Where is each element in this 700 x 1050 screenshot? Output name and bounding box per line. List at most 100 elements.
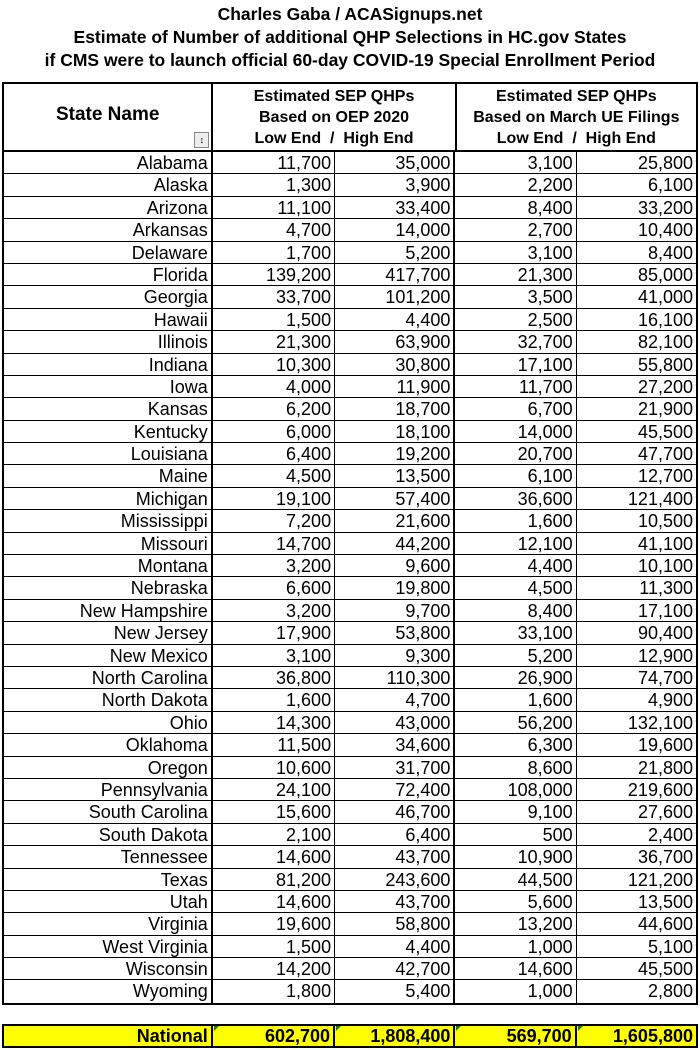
oep-high-cell[interactable]: 110,300: [335, 666, 456, 689]
ue-high-cell[interactable]: 121,400: [627, 488, 693, 509]
oep-high-cell[interactable]: 35,000: [335, 152, 456, 174]
oep-low-cell[interactable]: 14,700: [213, 532, 336, 555]
oep-low-cell[interactable]: 14,600: [213, 846, 336, 868]
state-name-cell[interactable]: Montana: [4, 555, 213, 577]
oep-low-cell[interactable]: 14,600: [213, 890, 336, 913]
oep-high-cell[interactable]: 14,000: [335, 219, 456, 241]
national-ue-high[interactable]: 1,605,800: [577, 1026, 696, 1046]
ue-low-cell[interactable]: 14,000: [455, 420, 577, 443]
ue-low-cell[interactable]: 8,600: [455, 756, 577, 778]
ue-low-cell[interactable]: 33,100: [455, 622, 577, 644]
oep-low-cell[interactable]: 6,600: [213, 577, 336, 599]
ue-high-cell[interactable]: 36,700: [637, 847, 693, 868]
oep-high-cell[interactable]: 9,600: [335, 555, 456, 577]
ue-high-cell[interactable]: 27,200: [637, 376, 693, 397]
ue-high-cell[interactable]: 82,100: [637, 332, 693, 353]
oep-high-cell[interactable]: 4,400: [335, 308, 456, 331]
ue-high-cell[interactable]: 21,800: [637, 757, 693, 778]
state-name-cell[interactable]: New Mexico: [4, 644, 213, 666]
ue-low-cell[interactable]: 1,000: [455, 980, 577, 1003]
ue-high-cell[interactable]: 11,300: [639, 578, 693, 599]
ue-high-cell[interactable]: 45,500: [637, 959, 693, 980]
state-name-cell[interactable]: Arizona: [4, 196, 213, 219]
oep-high-cell[interactable]: 4,400: [335, 935, 456, 958]
oep-low-cell[interactable]: 14,300: [213, 711, 336, 734]
oep-high-cell[interactable]: 11,900: [335, 375, 456, 398]
state-name-cell[interactable]: Utah: [4, 890, 213, 913]
oep-low-cell[interactable]: 19,100: [213, 487, 336, 510]
ue-low-cell[interactable]: 2,700: [455, 219, 577, 241]
state-name-cell[interactable]: Hawaii: [4, 308, 213, 331]
oep-high-cell[interactable]: 13,500: [335, 465, 456, 487]
oep-high-cell[interactable]: 33,400: [335, 196, 456, 219]
ue-high-cell[interactable]: 16,100: [637, 309, 693, 330]
ue-low-cell[interactable]: 6,100: [455, 465, 577, 487]
oep-low-cell[interactable]: 3,100: [213, 644, 336, 666]
ue-low-cell[interactable]: 6,300: [455, 734, 577, 756]
ue-high-cell[interactable]: 5,100: [647, 936, 693, 957]
oep-low-cell[interactable]: 24,100: [213, 778, 336, 801]
state-name-cell[interactable]: Alaska: [4, 174, 213, 196]
ue-low-cell[interactable]: 9,100: [455, 801, 577, 823]
state-name-cell[interactable]: Maine: [4, 465, 213, 487]
ue-high-cell[interactable]: 55,800: [637, 354, 693, 375]
oep-high-cell[interactable]: 42,700: [335, 958, 456, 980]
ue-high-cell[interactable]: 27,600: [637, 802, 693, 823]
ue-high-cell[interactable]: 13,500: [637, 891, 693, 912]
ue-high-cell[interactable]: 132,100: [627, 712, 693, 733]
ue-low-cell[interactable]: 11,700: [455, 375, 577, 398]
ue-high-cell[interactable]: 12,900: [637, 645, 693, 666]
state-name-cell[interactable]: Oklahoma: [4, 734, 213, 756]
state-name-cell[interactable]: North Carolina: [4, 666, 213, 689]
ue-high-cell[interactable]: 21,900: [637, 399, 693, 420]
national-oep-high[interactable]: 1,808,400: [335, 1026, 456, 1046]
oep-high-cell[interactable]: 44,200: [335, 532, 456, 555]
ue-low-cell[interactable]: 17,100: [455, 353, 577, 375]
ue-high-cell[interactable]: 33,200: [637, 197, 693, 218]
ue-low-cell[interactable]: 44,500: [455, 868, 577, 890]
ue-low-cell[interactable]: 26,900: [455, 666, 577, 689]
oep-low-cell[interactable]: 1,800: [213, 980, 336, 1003]
oep-low-cell[interactable]: 81,200: [213, 868, 336, 890]
oep-low-cell[interactable]: 11,500: [213, 734, 336, 756]
oep-high-cell[interactable]: 9,700: [335, 599, 456, 622]
oep-high-cell[interactable]: 34,600: [335, 734, 456, 756]
ue-low-cell[interactable]: 2,200: [455, 174, 577, 196]
ue-high-cell[interactable]: 121,200: [627, 869, 693, 890]
oep-low-cell[interactable]: 2,100: [213, 823, 336, 846]
ue-low-cell[interactable]: 8,400: [455, 196, 577, 219]
ue-low-cell[interactable]: 108,000: [455, 778, 577, 801]
ue-high-cell[interactable]: 41,100: [637, 533, 693, 554]
oep-low-cell[interactable]: 10,600: [213, 756, 336, 778]
ue-high-cell[interactable]: 19,600: [637, 735, 693, 756]
oep-high-cell[interactable]: 19,800: [335, 577, 456, 599]
ue-low-cell[interactable]: 3,500: [455, 286, 577, 308]
oep-low-cell[interactable]: 14,200: [213, 958, 336, 980]
state-name-cell[interactable]: Georgia: [4, 286, 213, 308]
state-name-cell[interactable]: Wyoming: [4, 980, 213, 1003]
ue-high-cell[interactable]: 74,700: [637, 667, 693, 688]
oep-low-cell[interactable]: 11,700: [213, 152, 336, 174]
state-name-cell[interactable]: Indiana: [4, 353, 213, 375]
ue-low-cell[interactable]: 36,600: [455, 487, 577, 510]
state-name-cell[interactable]: Pennsylvania: [4, 778, 213, 801]
state-name-cell[interactable]: Louisiana: [4, 443, 213, 465]
oep-low-cell[interactable]: 4,700: [213, 219, 336, 241]
state-name-cell[interactable]: Michigan: [4, 487, 213, 510]
oep-low-cell[interactable]: 6,000: [213, 420, 336, 443]
ue-high-cell[interactable]: 44,600: [637, 914, 693, 935]
oep-low-cell[interactable]: 10,300: [213, 353, 336, 375]
state-name-cell[interactable]: Mississippi: [4, 510, 213, 532]
state-name-cell[interactable]: Alabama: [4, 152, 213, 174]
oep-high-cell[interactable]: 30,800: [335, 353, 456, 375]
oep-high-cell[interactable]: 72,400: [335, 778, 456, 801]
ue-high-cell[interactable]: 219,600: [627, 779, 693, 800]
ue-low-cell[interactable]: 3,100: [455, 241, 577, 263]
oep-low-cell[interactable]: 3,200: [213, 599, 336, 622]
ue-low-cell[interactable]: 1,600: [455, 689, 577, 711]
oep-low-cell[interactable]: 3,200: [213, 555, 336, 577]
oep-low-cell[interactable]: 4,500: [213, 465, 336, 487]
national-oep-low[interactable]: 602,700: [213, 1026, 336, 1046]
ue-high-cell[interactable]: 10,100: [637, 556, 693, 577]
ue-low-cell[interactable]: 4,500: [455, 577, 577, 599]
